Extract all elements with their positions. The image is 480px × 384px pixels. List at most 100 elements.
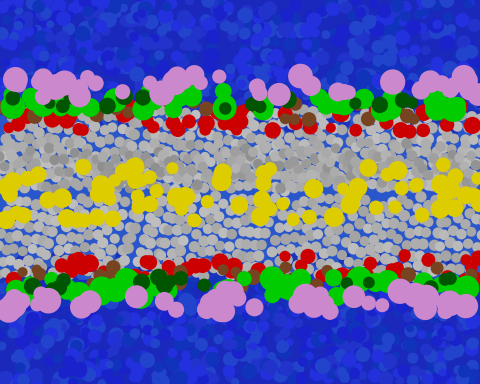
Circle shape <box>326 2 340 16</box>
Circle shape <box>223 365 236 378</box>
Circle shape <box>86 131 97 142</box>
Circle shape <box>157 25 168 36</box>
Circle shape <box>305 311 314 319</box>
Circle shape <box>432 175 451 194</box>
Circle shape <box>81 328 91 337</box>
Circle shape <box>49 135 60 146</box>
Circle shape <box>380 118 388 126</box>
Circle shape <box>434 362 446 374</box>
Circle shape <box>72 302 86 316</box>
Circle shape <box>165 89 182 105</box>
Circle shape <box>207 373 217 384</box>
Circle shape <box>360 159 377 177</box>
Circle shape <box>278 148 289 159</box>
Circle shape <box>14 349 24 360</box>
Circle shape <box>217 290 227 300</box>
Circle shape <box>96 270 113 287</box>
Circle shape <box>92 283 104 295</box>
Circle shape <box>226 270 237 281</box>
Circle shape <box>17 88 28 99</box>
Circle shape <box>8 243 19 254</box>
Circle shape <box>72 79 88 96</box>
Circle shape <box>105 210 121 227</box>
Circle shape <box>456 13 469 27</box>
Circle shape <box>456 311 469 324</box>
Circle shape <box>395 93 409 108</box>
Circle shape <box>155 169 166 180</box>
Circle shape <box>103 161 114 172</box>
Circle shape <box>134 13 147 27</box>
Circle shape <box>162 2 172 12</box>
Circle shape <box>362 20 370 28</box>
Circle shape <box>120 106 132 119</box>
Circle shape <box>466 151 476 161</box>
Circle shape <box>107 178 117 187</box>
Circle shape <box>91 286 101 297</box>
Circle shape <box>144 170 154 180</box>
Circle shape <box>323 118 335 130</box>
Circle shape <box>155 292 174 311</box>
Circle shape <box>238 170 248 180</box>
Circle shape <box>143 224 154 235</box>
Circle shape <box>379 361 389 371</box>
Circle shape <box>167 266 179 278</box>
Circle shape <box>35 30 49 45</box>
Circle shape <box>298 255 307 264</box>
Circle shape <box>240 21 251 31</box>
Circle shape <box>260 48 275 63</box>
Circle shape <box>257 52 269 64</box>
Circle shape <box>400 120 410 130</box>
Circle shape <box>25 95 40 110</box>
Circle shape <box>423 331 432 340</box>
Circle shape <box>255 175 272 192</box>
Circle shape <box>125 285 148 308</box>
Circle shape <box>77 282 91 296</box>
Circle shape <box>213 250 223 261</box>
Circle shape <box>465 313 480 329</box>
Circle shape <box>0 34 8 46</box>
Circle shape <box>215 120 226 131</box>
Circle shape <box>236 280 249 293</box>
Circle shape <box>63 243 74 254</box>
Circle shape <box>396 68 409 81</box>
Circle shape <box>160 311 175 326</box>
Circle shape <box>178 140 189 151</box>
Circle shape <box>438 340 446 348</box>
Circle shape <box>131 189 144 203</box>
Circle shape <box>469 306 480 319</box>
Circle shape <box>392 262 404 274</box>
Circle shape <box>469 254 480 266</box>
Circle shape <box>313 141 324 153</box>
Circle shape <box>418 369 426 377</box>
Circle shape <box>398 210 410 222</box>
Circle shape <box>129 31 139 41</box>
Circle shape <box>312 286 329 304</box>
Circle shape <box>289 13 300 24</box>
Circle shape <box>281 76 293 87</box>
Circle shape <box>156 237 166 247</box>
Circle shape <box>416 23 427 33</box>
Circle shape <box>308 101 317 110</box>
Circle shape <box>456 47 470 61</box>
Circle shape <box>33 68 53 88</box>
Circle shape <box>322 107 333 118</box>
Circle shape <box>444 283 460 299</box>
Circle shape <box>200 66 213 79</box>
Circle shape <box>4 328 13 338</box>
Circle shape <box>0 373 9 384</box>
Circle shape <box>224 113 242 131</box>
Circle shape <box>27 210 39 221</box>
Circle shape <box>240 96 252 108</box>
Circle shape <box>163 212 173 222</box>
Circle shape <box>403 283 428 308</box>
Circle shape <box>341 277 353 289</box>
Circle shape <box>149 138 160 149</box>
Circle shape <box>105 374 113 383</box>
Circle shape <box>323 373 334 384</box>
Circle shape <box>438 123 449 134</box>
Circle shape <box>176 72 192 89</box>
Circle shape <box>459 369 470 381</box>
Circle shape <box>355 86 364 95</box>
Circle shape <box>454 294 478 318</box>
Circle shape <box>210 190 221 202</box>
